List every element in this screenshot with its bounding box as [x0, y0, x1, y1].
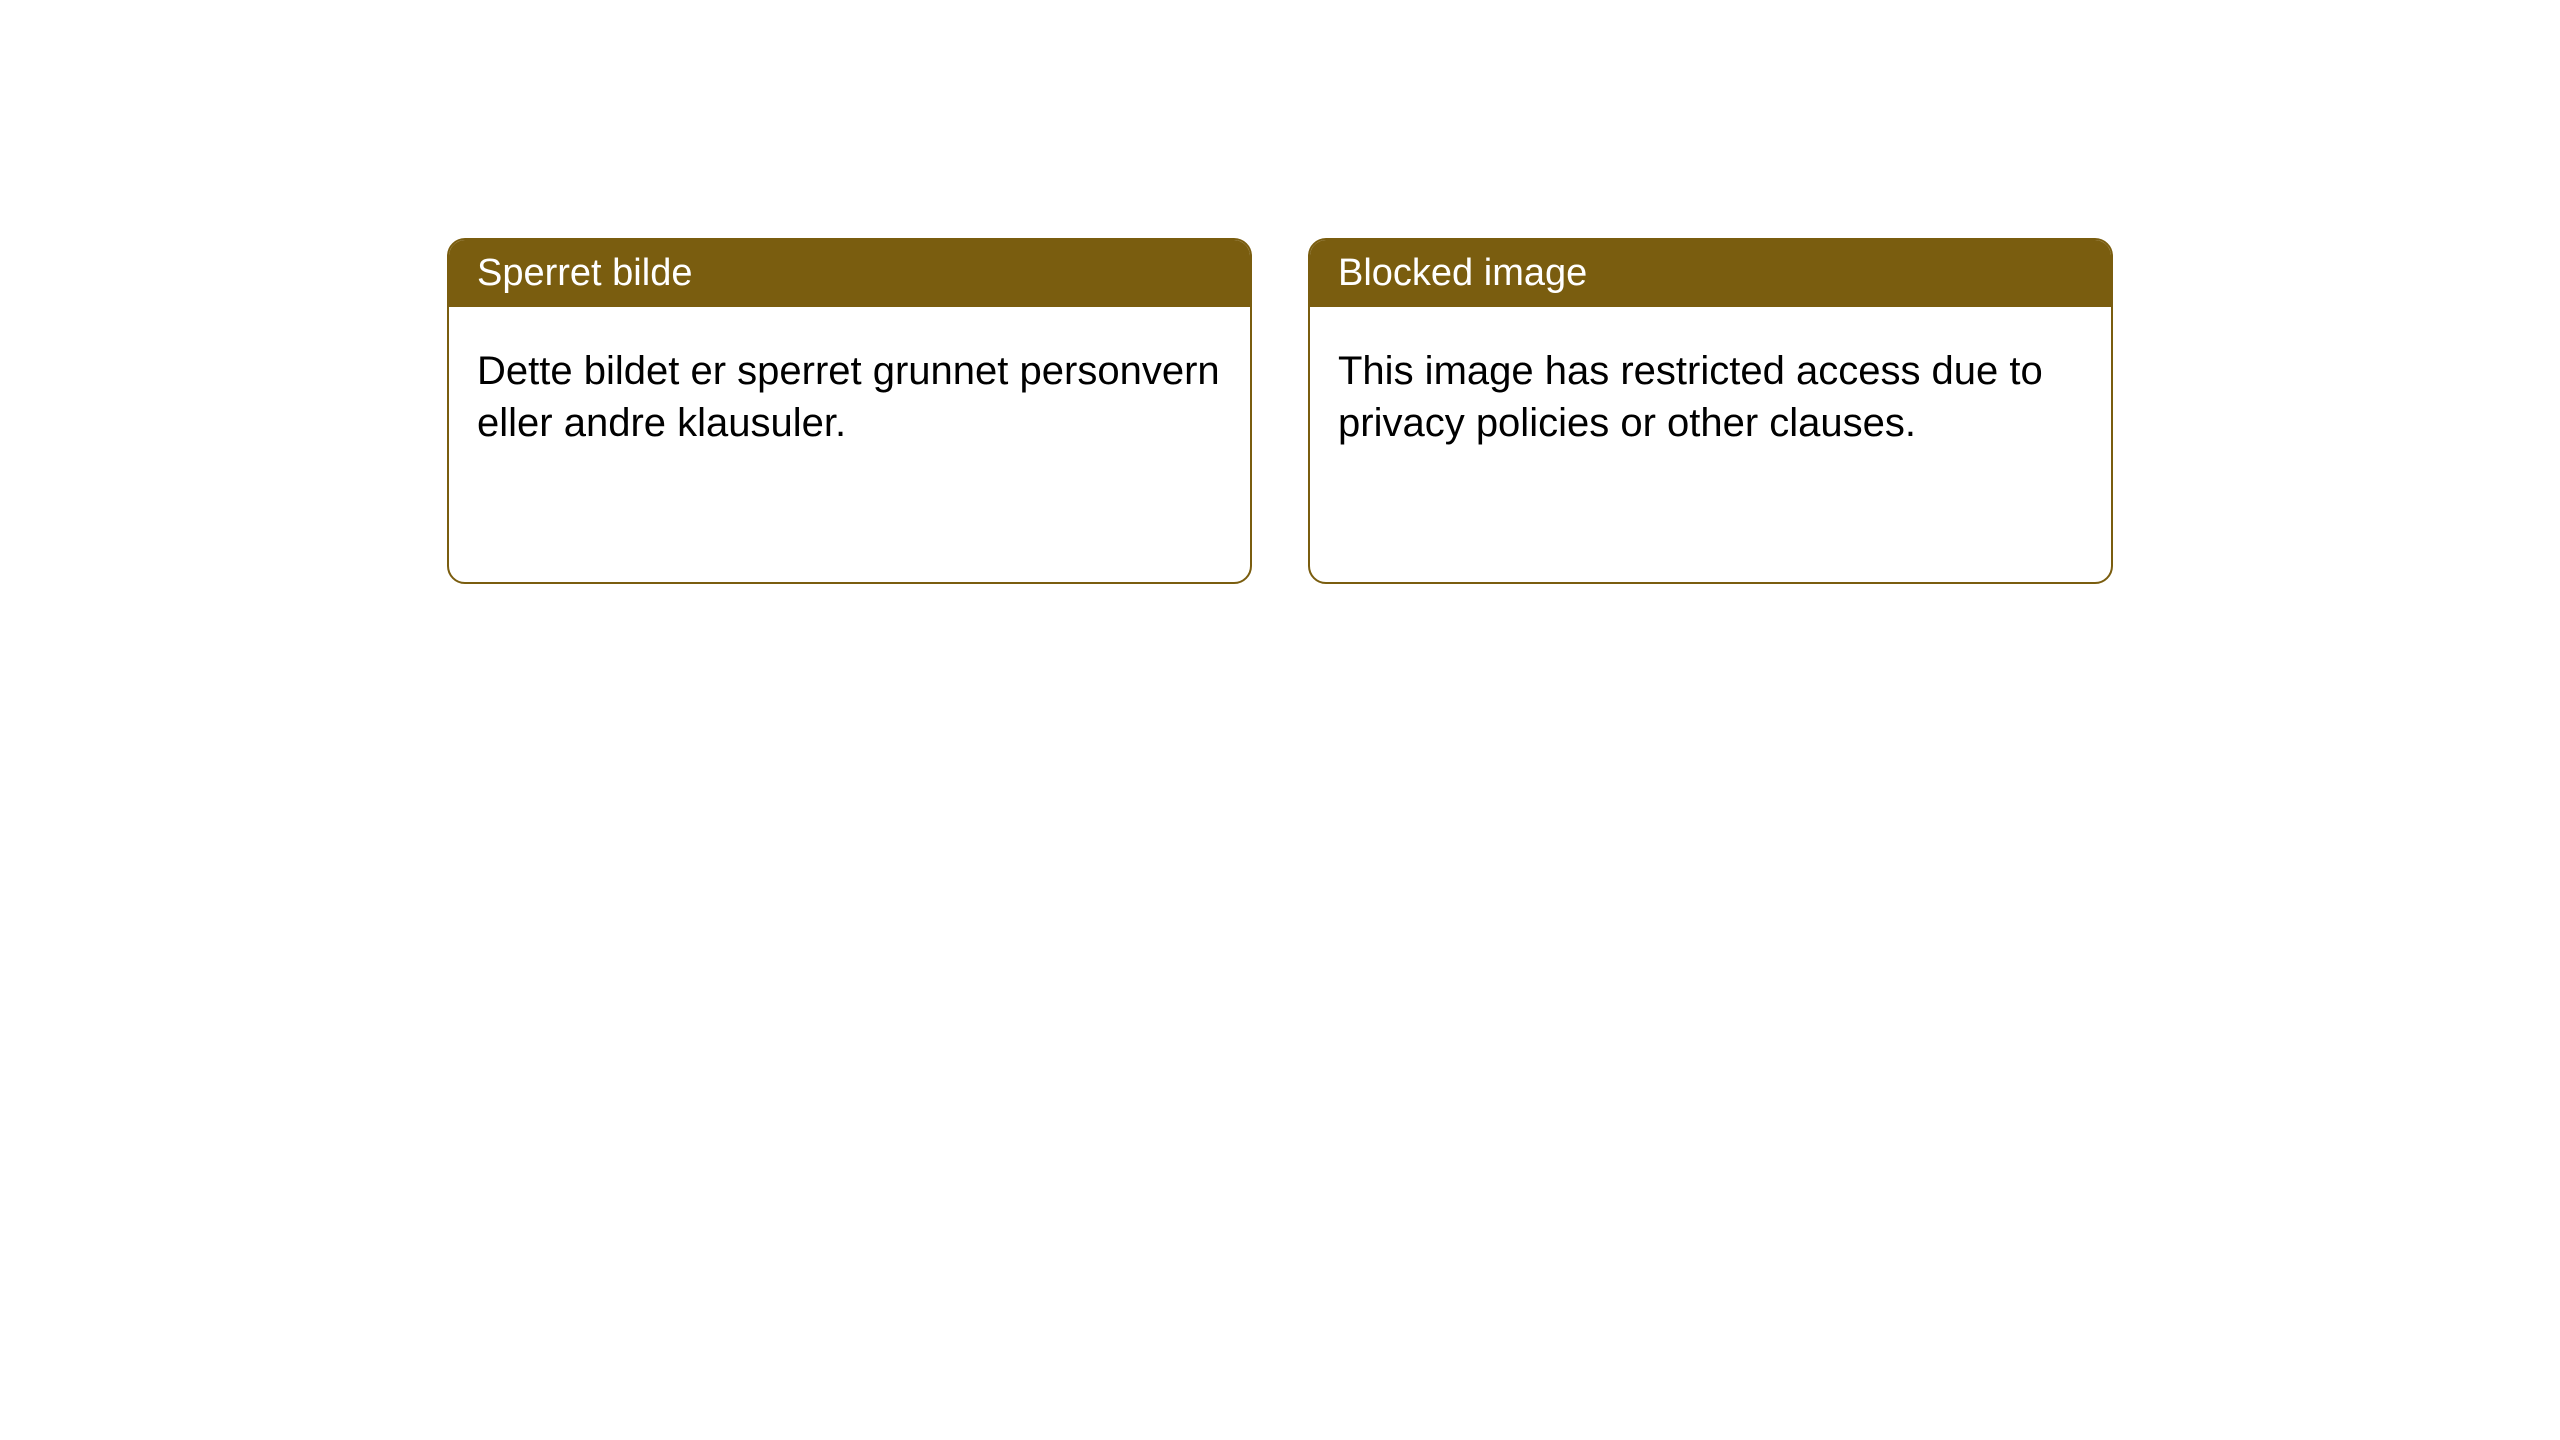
notice-cards-container: Sperret bilde Dette bildet er sperret gr…: [447, 238, 2113, 584]
card-header-no: Sperret bilde: [449, 240, 1250, 307]
card-header-en: Blocked image: [1310, 240, 2111, 307]
blocked-image-card-no: Sperret bilde Dette bildet er sperret gr…: [447, 238, 1252, 584]
card-body-no: Dette bildet er sperret grunnet personve…: [449, 307, 1250, 582]
blocked-image-card-en: Blocked image This image has restricted …: [1308, 238, 2113, 584]
card-body-en: This image has restricted access due to …: [1310, 307, 2111, 582]
